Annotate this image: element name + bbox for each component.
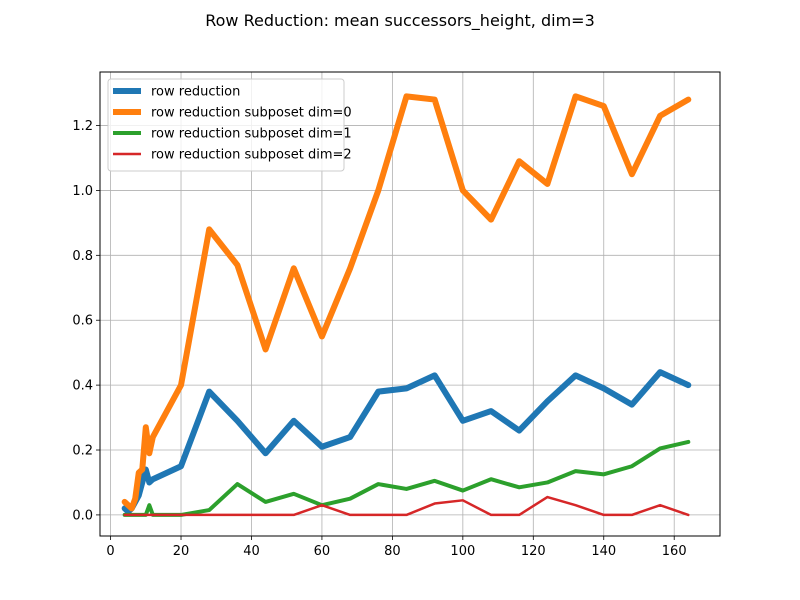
x-tick-label: 0 <box>106 544 114 559</box>
legend-label-3: row reduction subposet dim=1 <box>151 127 352 142</box>
series-layer <box>121 93 692 517</box>
legend-box <box>107 78 345 172</box>
x-tick-label: 80 <box>384 544 401 559</box>
legend-label-4: row reduction subposet dim=2 <box>151 148 352 163</box>
chart-title: Row Reduction: mean successors_height, d… <box>205 11 595 31</box>
x-tick-label: 120 <box>521 544 546 559</box>
x-tick-label: 140 <box>591 544 616 559</box>
x-tick-label: 20 <box>173 544 190 559</box>
y-tick-label: 1.2 <box>72 119 93 134</box>
series-line-2 <box>121 93 692 512</box>
y-tick-label: 0.2 <box>72 444 93 459</box>
x-tick-label: 160 <box>662 544 687 559</box>
x-tick-label: 40 <box>243 544 260 559</box>
legend: row reduction row reduction subposet dim=… <box>107 78 352 172</box>
x-tick-label: 100 <box>450 544 475 559</box>
series-line-4 <box>123 495 690 517</box>
series-line-3 <box>122 439 691 517</box>
y-tick-label: 0.0 <box>72 508 93 523</box>
y-tick-label: 0.4 <box>72 379 93 394</box>
series-line-1 <box>121 369 692 515</box>
plot-frame <box>99 71 721 537</box>
y-tick-label: 0.8 <box>72 249 93 264</box>
x-tick-label: 60 <box>314 544 331 559</box>
y-tick-label: 0.6 <box>72 314 93 329</box>
legend-label-2: row reduction subposet dim=0 <box>151 106 352 121</box>
legend-label-1: row reduction <box>151 85 240 100</box>
axis-ticks: 0 20 40 60 80 100 120 140 160 0.0 0.2 0.4 0.6 0.8 1.0 1… <box>72 119 686 559</box>
y-tick-label: 1.0 <box>72 184 93 199</box>
